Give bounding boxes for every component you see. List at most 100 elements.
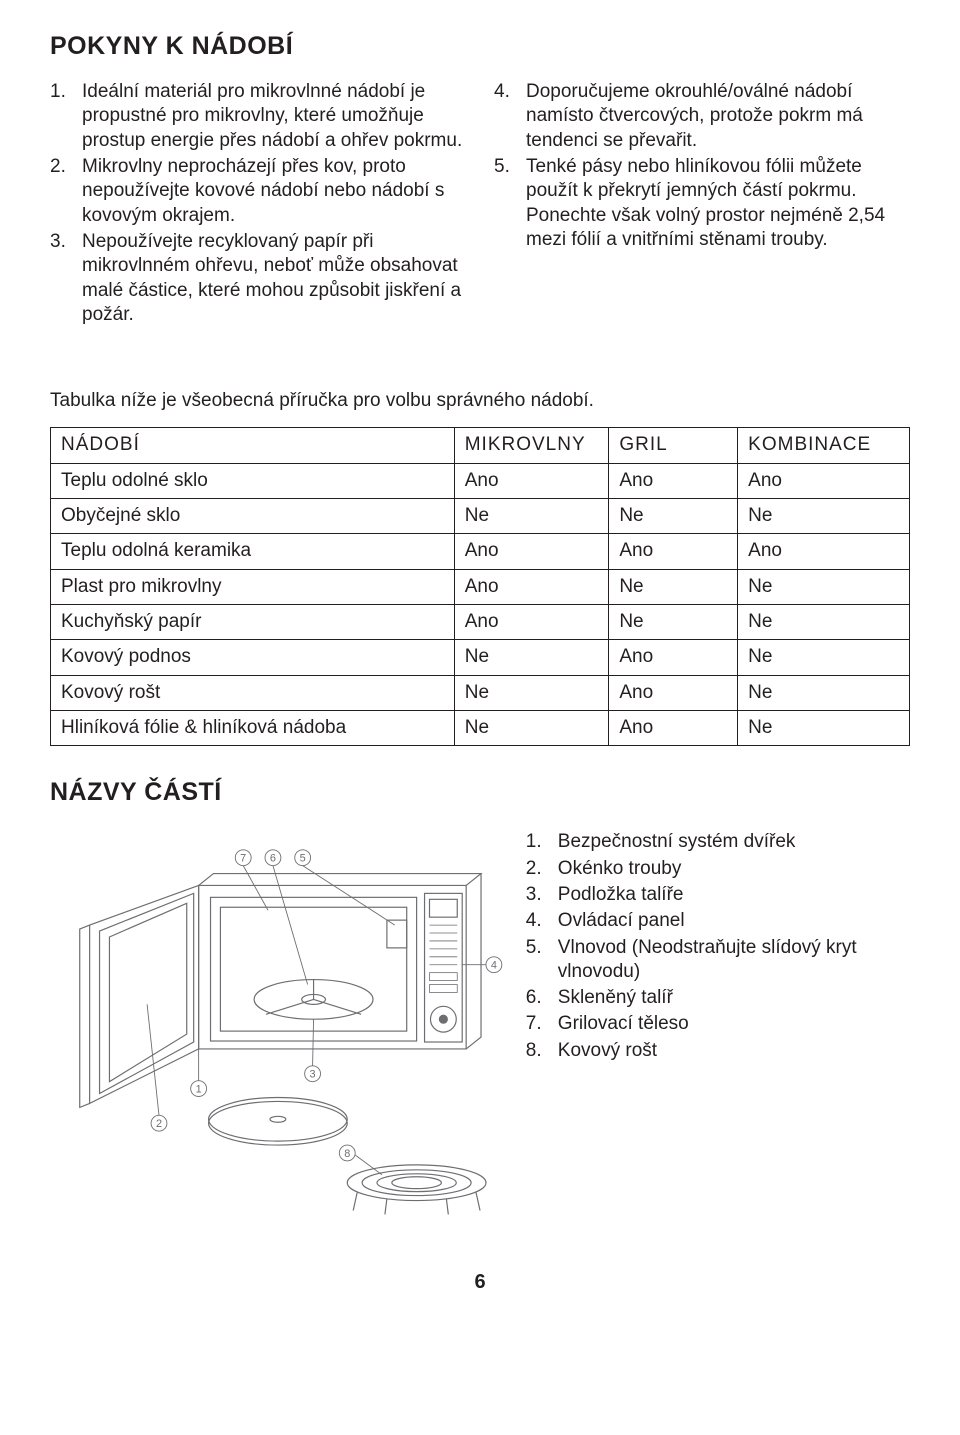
table-cell: Kuchyňský papír bbox=[51, 605, 455, 640]
list-text: Skleněný talíř bbox=[558, 986, 910, 1010]
table-cell: Plast pro mikrovlny bbox=[51, 569, 455, 604]
table-cell: Ano bbox=[609, 463, 738, 498]
list-number: 4. bbox=[494, 80, 526, 153]
list-text: Ovládací panel bbox=[558, 909, 910, 933]
instruction-item: 3.Nepoužívejte recyklovaný papír při mik… bbox=[50, 230, 466, 327]
instructions-columns: 1.Ideální materiál pro mikrovlnné nádobí… bbox=[50, 80, 910, 329]
table-cell: Ano bbox=[454, 534, 609, 569]
table-cell: Ano bbox=[738, 534, 910, 569]
list-text: Ideální materiál pro mikrovlnné nádobí j… bbox=[82, 80, 466, 153]
list-number: 5. bbox=[526, 936, 558, 985]
table-cell: Ne bbox=[738, 569, 910, 604]
svg-text:3: 3 bbox=[310, 1069, 316, 1081]
table-cell: Ne bbox=[738, 640, 910, 675]
table-row: Kovový podnosNeAnoNe bbox=[51, 640, 910, 675]
list-text: Vlnovod (Neodstraňujte slídový kryt vlno… bbox=[558, 936, 910, 985]
svg-text:2: 2 bbox=[156, 1118, 162, 1130]
list-text: Podložka talíře bbox=[558, 883, 910, 907]
svg-text:4: 4 bbox=[491, 960, 497, 972]
instruction-item: 4.Doporučujeme okrouhlé/oválné nádobí na… bbox=[494, 80, 910, 153]
table-cell: Ne bbox=[454, 640, 609, 675]
list-text: Okénko trouby bbox=[558, 857, 910, 881]
section-title-utensils: POKYNY K NÁDOBÍ bbox=[50, 30, 910, 62]
list-number: 3. bbox=[50, 230, 82, 327]
list-text: Grilovací těleso bbox=[558, 1012, 910, 1036]
table-cell: Ano bbox=[454, 463, 609, 498]
list-text: Tenké pásy nebo hliníkovou fólii můžete … bbox=[526, 155, 910, 252]
list-number: 3. bbox=[526, 883, 558, 907]
table-cell: Kovový podnos bbox=[51, 640, 455, 675]
table-cell: Ano bbox=[738, 463, 910, 498]
parts-list-item: 4.Ovládací panel bbox=[526, 909, 910, 933]
list-text: Doporučujeme okrouhlé/oválné nádobí namí… bbox=[526, 80, 910, 153]
table-cell: Ano bbox=[609, 534, 738, 569]
instruction-item: 1.Ideální materiál pro mikrovlnné nádobí… bbox=[50, 80, 466, 153]
parts-list-container: 1.Bezpečnostní systém dvířek2.Okénko tro… bbox=[526, 826, 910, 1065]
table-cell: Ne bbox=[609, 569, 738, 604]
table-row: Obyčejné skloNeNeNe bbox=[51, 499, 910, 534]
svg-text:5: 5 bbox=[300, 853, 306, 865]
svg-text:8: 8 bbox=[344, 1148, 350, 1160]
table-row: Teplu odolné skloAnoAnoAno bbox=[51, 463, 910, 498]
table-cell: Teplu odolné sklo bbox=[51, 463, 455, 498]
section-title-parts: NÁZVY ČÁSTÍ bbox=[50, 776, 910, 808]
svg-text:1: 1 bbox=[196, 1084, 202, 1096]
list-text: Kovový rošt bbox=[558, 1039, 910, 1063]
table-cell: Ne bbox=[738, 675, 910, 710]
instructions-col-right: 4.Doporučujeme okrouhlé/oválné nádobí na… bbox=[494, 80, 910, 329]
microwave-diagram: 7 6 5 4 2 1 3 8 bbox=[50, 826, 506, 1230]
table-row: Plast pro mikrovlnyAnoNeNe bbox=[51, 569, 910, 604]
table-header-cell: MIKROVLNY bbox=[454, 428, 609, 463]
list-number: 4. bbox=[526, 909, 558, 933]
table-header-cell: GRIL bbox=[609, 428, 738, 463]
table-intro: Tabulka níže je všeobecná příručka pro v… bbox=[50, 389, 910, 413]
table-header-cell: KOMBINACE bbox=[738, 428, 910, 463]
list-number: 8. bbox=[526, 1039, 558, 1063]
instructions-col-left: 1.Ideální materiál pro mikrovlnné nádobí… bbox=[50, 80, 466, 329]
table-cell: Obyčejné sklo bbox=[51, 499, 455, 534]
svg-text:7: 7 bbox=[240, 853, 246, 865]
instruction-item: 2.Mikrovlny neprocházejí přes kov, proto… bbox=[50, 155, 466, 228]
table-cell: Teplu odolná keramika bbox=[51, 534, 455, 569]
table-cell: Ano bbox=[609, 710, 738, 745]
table-cell: Ne bbox=[738, 710, 910, 745]
table-cell: Ano bbox=[454, 569, 609, 604]
table-cell: Ne bbox=[454, 675, 609, 710]
list-text: Nepoužívejte recyklovaný papír při mikro… bbox=[82, 230, 466, 327]
list-text: Mikrovlny neprocházejí přes kov, proto n… bbox=[82, 155, 466, 228]
parts-list-item: 5.Vlnovod (Neodstraňujte slídový kryt vl… bbox=[526, 936, 910, 985]
list-number: 5. bbox=[494, 155, 526, 252]
table-row: Kovový roštNeAnoNe bbox=[51, 675, 910, 710]
instruction-item: 5.Tenké pásy nebo hliníkovou fólii můžet… bbox=[494, 155, 910, 252]
list-number: 1. bbox=[50, 80, 82, 153]
parts-list-item: 2.Okénko trouby bbox=[526, 857, 910, 881]
list-number: 6. bbox=[526, 986, 558, 1010]
table-cell: Hliníková fólie & hliníková nádoba bbox=[51, 710, 455, 745]
table-cell: Ne bbox=[738, 605, 910, 640]
svg-text:6: 6 bbox=[270, 853, 276, 865]
table-row: Kuchyňský papírAnoNeNe bbox=[51, 605, 910, 640]
list-text: Bezpečnostní systém dvířek bbox=[558, 830, 910, 854]
parts-list-item: 3.Podložka talíře bbox=[526, 883, 910, 907]
parts-list-item: 8.Kovový rošt bbox=[526, 1039, 910, 1063]
utensils-table: NÁDOBÍMIKROVLNYGRILKOMBINACE Teplu odoln… bbox=[50, 427, 910, 746]
parts-list-item: 1.Bezpečnostní systém dvířek bbox=[526, 830, 910, 854]
list-number: 2. bbox=[50, 155, 82, 228]
table-header-cell: NÁDOBÍ bbox=[51, 428, 455, 463]
table-cell: Ne bbox=[609, 605, 738, 640]
list-number: 2. bbox=[526, 857, 558, 881]
table-cell: Ano bbox=[609, 675, 738, 710]
table-cell: Ne bbox=[738, 499, 910, 534]
table-cell: Kovový rošt bbox=[51, 675, 455, 710]
table-cell: Ne bbox=[454, 710, 609, 745]
table-cell: Ano bbox=[609, 640, 738, 675]
parts-row: 7 6 5 4 2 1 3 8 1.Bezpečnostní systém dv… bbox=[50, 826, 910, 1230]
table-row: Teplu odolná keramikaAnoAnoAno bbox=[51, 534, 910, 569]
table-cell: Ano bbox=[454, 605, 609, 640]
table-cell: Ne bbox=[454, 499, 609, 534]
parts-list-item: 6.Skleněný talíř bbox=[526, 986, 910, 1010]
list-number: 1. bbox=[526, 830, 558, 854]
table-row: Hliníková fólie & hliníková nádobaNeAnoN… bbox=[51, 710, 910, 745]
table-cell: Ne bbox=[609, 499, 738, 534]
list-number: 7. bbox=[526, 1012, 558, 1036]
